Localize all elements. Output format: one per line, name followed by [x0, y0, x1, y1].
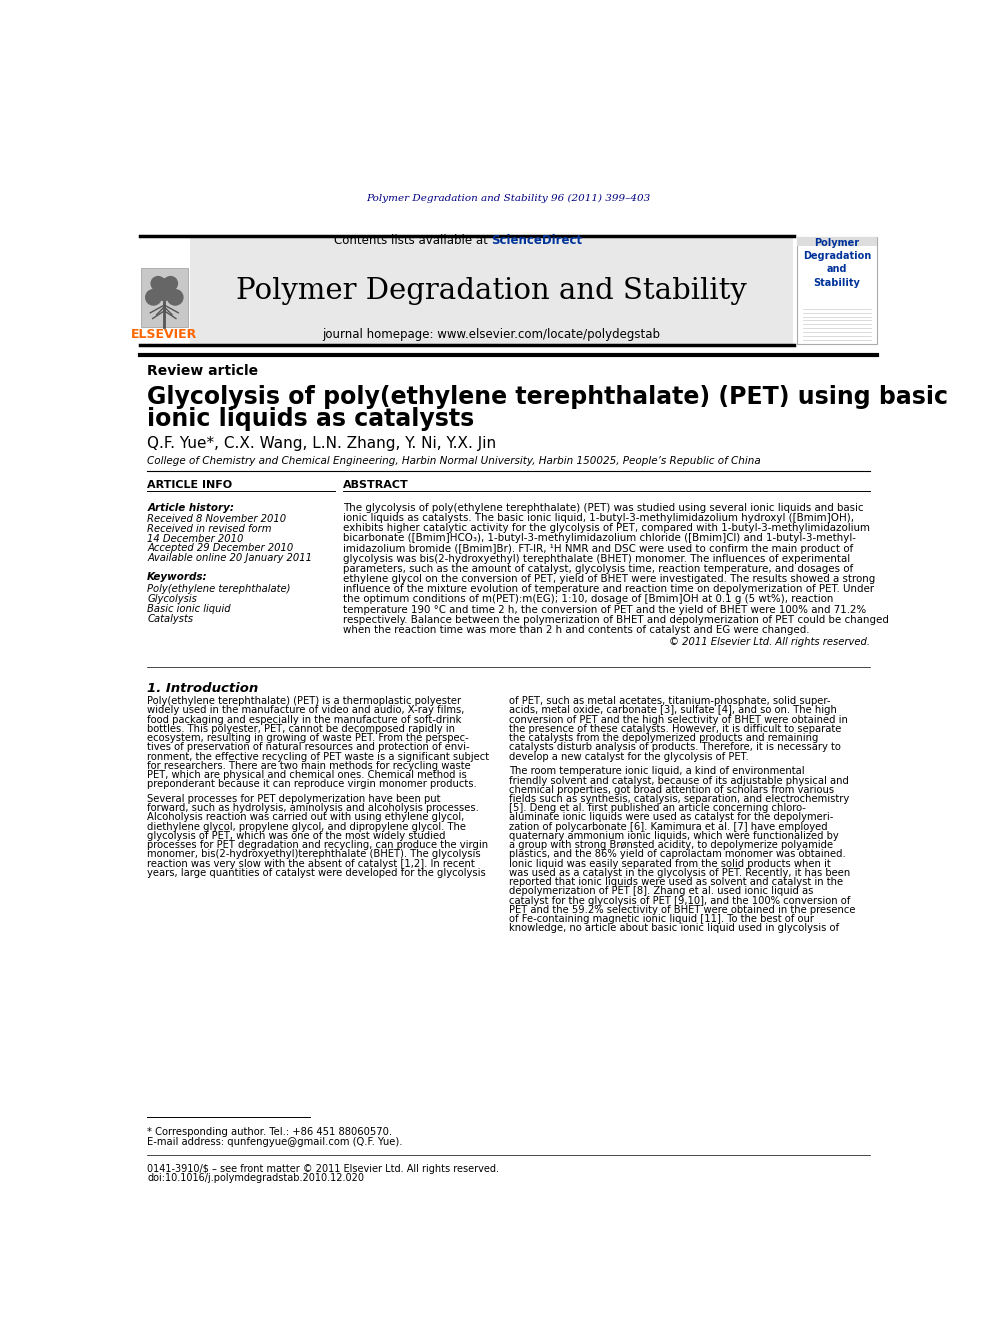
Text: for researchers. There are two main methods for recycling waste: for researchers. There are two main meth… [147, 761, 471, 771]
Text: of Fe-containing magnetic ionic liquid [11]. To the best of our: of Fe-containing magnetic ionic liquid [… [509, 914, 814, 925]
Text: preponderant because it can reproduce virgin monomer products.: preponderant because it can reproduce vi… [147, 779, 477, 790]
Text: monomer, bis(2-hydroxyethyl)terephthalate (BHET). The glycolysis: monomer, bis(2-hydroxyethyl)terephthalat… [147, 849, 481, 860]
Text: diethylene glycol, propylene glycol, and dipropylene glycol. The: diethylene glycol, propylene glycol, and… [147, 822, 466, 832]
Text: a group with strong Brønsted acidity, to depolymerize polyamide: a group with strong Brønsted acidity, to… [509, 840, 833, 851]
Text: aluminate ionic liquids were used as catalyst for the depolymeri-: aluminate ionic liquids were used as cat… [509, 812, 833, 823]
Text: * Corresponding author. Tel.: +86 451 88060570.: * Corresponding author. Tel.: +86 451 88… [147, 1127, 393, 1138]
Text: Accepted 29 December 2010: Accepted 29 December 2010 [147, 544, 294, 553]
Text: exhibits higher catalytic activity for the glycolysis of PET, compared with 1-bu: exhibits higher catalytic activity for t… [342, 524, 870, 533]
Text: Review article: Review article [147, 364, 258, 378]
Text: ScienceDirect: ScienceDirect [491, 234, 582, 246]
Text: conversion of PET and the high selectivity of BHET were obtained in: conversion of PET and the high selectivi… [509, 714, 848, 725]
Text: ABSTRACT: ABSTRACT [342, 480, 409, 491]
Text: Alcoholysis reaction was carried out with using ethylene glycol,: Alcoholysis reaction was carried out wit… [147, 812, 464, 823]
Text: Glycolysis: Glycolysis [147, 594, 197, 603]
Text: ionic liquids as catalysts. The basic ionic liquid, 1-butyl-3-methylimidazolium : ionic liquids as catalysts. The basic io… [342, 513, 853, 523]
Text: Catalysts: Catalysts [147, 614, 193, 624]
Text: The room temperature ionic liquid, a kind of environmental: The room temperature ionic liquid, a kin… [509, 766, 805, 777]
Text: Poly(ethylene terephthalate): Poly(ethylene terephthalate) [147, 583, 291, 594]
Text: acids, metal oxide, carbonate [3], sulfate [4], and so on. The high: acids, metal oxide, carbonate [3], sulfa… [509, 705, 837, 716]
Text: the optimum conditions of m(PET):m(EG); 1:10, dosage of [Bmim]OH at 0.1 g (5 wt%: the optimum conditions of m(PET):m(EG); … [342, 594, 833, 605]
Text: ronment, the effective recycling of PET waste is a significant subject: ronment, the effective recycling of PET … [147, 751, 489, 762]
Text: Contents lists available at: Contents lists available at [333, 234, 491, 246]
Text: Received in revised form: Received in revised form [147, 524, 272, 534]
Text: Polymer Degradation and Stability: Polymer Degradation and Stability [236, 278, 747, 306]
Text: parameters, such as the amount of catalyst, glycolysis time, reaction temperatur: parameters, such as the amount of cataly… [342, 564, 853, 574]
Text: Available online 20 January 2011: Available online 20 January 2011 [147, 553, 312, 564]
Text: catalyst for the glycolysis of PET [9,10], and the 100% conversion of: catalyst for the glycolysis of PET [9,10… [509, 896, 850, 906]
Text: reported that ionic liquids were used as solvent and catalyst in the: reported that ionic liquids were used as… [509, 877, 843, 888]
Text: the catalysts from the depolymerized products and remaining: the catalysts from the depolymerized pro… [509, 733, 818, 744]
Text: Basic ionic liquid: Basic ionic liquid [147, 603, 231, 614]
Text: bottles. This polyester, PET, cannot be decomposed rapidly in: bottles. This polyester, PET, cannot be … [147, 724, 455, 734]
Text: ecosystem, resulting in growing of waste PET. From the perspec-: ecosystem, resulting in growing of waste… [147, 733, 469, 744]
Text: chemical properties, got broad attention of scholars from various: chemical properties, got broad attention… [509, 785, 834, 795]
FancyBboxPatch shape [140, 237, 189, 343]
Text: Polymer Degradation and Stability 96 (2011) 399–403: Polymer Degradation and Stability 96 (20… [366, 194, 651, 204]
Text: catalysts disturb analysis of products. Therefore, it is necessary to: catalysts disturb analysis of products. … [509, 742, 841, 753]
Text: zation of polycarbonate [6]. Kamimura et al. [7] have employed: zation of polycarbonate [6]. Kamimura et… [509, 822, 827, 832]
Text: 0141-3910/$ – see front matter © 2011 Elsevier Ltd. All rights reserved.: 0141-3910/$ – see front matter © 2011 El… [147, 1164, 499, 1174]
Text: forward, such as hydrolysis, aminolysis and alcoholysis processes.: forward, such as hydrolysis, aminolysis … [147, 803, 479, 814]
Text: Polymer
Degradation
and
Stability: Polymer Degradation and Stability [803, 238, 871, 287]
Text: the presence of these catalysts. However, it is difficult to separate: the presence of these catalysts. However… [509, 724, 841, 734]
Text: friendly solvent and catalyst, because of its adjustable physical and: friendly solvent and catalyst, because o… [509, 775, 849, 786]
Text: was used as a catalyst in the glycolysis of PET. Recently, it has been: was used as a catalyst in the glycolysis… [509, 868, 850, 878]
Text: processes for PET degradation and recycling, can produce the virgin: processes for PET degradation and recycl… [147, 840, 488, 851]
Text: 1. Introduction: 1. Introduction [147, 683, 259, 696]
Text: © 2011 Elsevier Ltd. All rights reserved.: © 2011 Elsevier Ltd. All rights reserved… [669, 638, 870, 647]
Text: Keywords:: Keywords: [147, 573, 208, 582]
Text: years, large quantities of catalyst were developed for the glycolysis: years, large quantities of catalyst were… [147, 868, 486, 878]
Text: develop a new catalyst for the glycolysis of PET.: develop a new catalyst for the glycolysi… [509, 751, 749, 762]
Text: [5]. Deng et al. first published an article concerning chloro-: [5]. Deng et al. first published an arti… [509, 803, 806, 814]
Text: ethylene glycol on the conversion of PET, yield of BHET were investigated. The r: ethylene glycol on the conversion of PET… [342, 574, 875, 583]
FancyBboxPatch shape [797, 237, 877, 246]
Text: fields such as synthesis, catalysis, separation, and electrochemistry: fields such as synthesis, catalysis, sep… [509, 794, 849, 804]
Text: tives of preservation of natural resources and protection of envi-: tives of preservation of natural resourc… [147, 742, 470, 753]
Circle shape [151, 277, 165, 291]
Text: ELSEVIER: ELSEVIER [131, 328, 197, 341]
Circle shape [164, 277, 178, 291]
Circle shape [168, 290, 183, 306]
Text: respectively. Balance between the polymerization of BHET and depolymerization of: respectively. Balance between the polyme… [342, 615, 889, 624]
Text: food packaging and especially in the manufacture of soft-drink: food packaging and especially in the man… [147, 714, 461, 725]
Text: E-mail address: qunfengyue@gmail.com (Q.F. Yue).: E-mail address: qunfengyue@gmail.com (Q.… [147, 1138, 403, 1147]
Text: Ionic liquid was easily separated from the solid products when it: Ionic liquid was easily separated from t… [509, 859, 831, 869]
Text: imidazolium bromide ([Bmim]Br). FT-IR, ¹H NMR and DSC were used to confirm the m: imidazolium bromide ([Bmim]Br). FT-IR, ¹… [342, 544, 853, 553]
Text: glycolysis was bis(2-hydroxyethyl) terephthalate (BHET) monomer. The influences : glycolysis was bis(2-hydroxyethyl) terep… [342, 554, 850, 564]
Text: quaternary ammonium ionic liquids, which were functionalized by: quaternary ammonium ionic liquids, which… [509, 831, 839, 841]
Text: The glycolysis of poly(ethylene terephthalate) (PET) was studied using several i: The glycolysis of poly(ethylene terephth… [342, 503, 863, 513]
Text: reaction was very slow with the absent of catalyst [1,2]. In recent: reaction was very slow with the absent o… [147, 859, 475, 869]
Text: plastics, and the 86% yield of caprolactam monomer was obtained.: plastics, and the 86% yield of caprolact… [509, 849, 846, 860]
Circle shape [146, 290, 161, 306]
Text: when the reaction time was more than 2 h and contents of catalyst and EG were ch: when the reaction time was more than 2 h… [342, 624, 809, 635]
FancyBboxPatch shape [141, 269, 188, 327]
Text: depolymerization of PET [8]. Zhang et al. used ionic liquid as: depolymerization of PET [8]. Zhang et al… [509, 886, 813, 897]
Text: ARTICLE INFO: ARTICLE INFO [147, 480, 232, 491]
Text: widely used in the manufacture of video and audio, X-ray films,: widely used in the manufacture of video … [147, 705, 464, 716]
FancyBboxPatch shape [189, 237, 793, 344]
Text: College of Chemistry and Chemical Engineering, Harbin Normal University, Harbin : College of Chemistry and Chemical Engine… [147, 455, 761, 466]
Text: Received 8 November 2010: Received 8 November 2010 [147, 515, 287, 524]
Circle shape [154, 279, 176, 300]
Text: ionic liquids as catalysts: ionic liquids as catalysts [147, 407, 474, 431]
Text: Article history:: Article history: [147, 503, 234, 513]
Text: influence of the mixture evolution of temperature and reaction time on depolymer: influence of the mixture evolution of te… [342, 585, 874, 594]
Text: knowledge, no article about basic ionic liquid used in glycolysis of: knowledge, no article about basic ionic … [509, 923, 839, 933]
Text: of PET, such as metal acetates, titanium-phosphate, solid super-: of PET, such as metal acetates, titanium… [509, 696, 830, 706]
FancyBboxPatch shape [797, 237, 877, 344]
Text: 14 December 2010: 14 December 2010 [147, 533, 244, 544]
Text: glycolysis of PET, which was one of the most widely studied: glycolysis of PET, which was one of the … [147, 831, 445, 841]
Text: PET, which are physical and chemical ones. Chemical method is: PET, which are physical and chemical one… [147, 770, 467, 781]
Text: Q.F. Yue*, C.X. Wang, L.N. Zhang, Y. Ni, Y.X. Jin: Q.F. Yue*, C.X. Wang, L.N. Zhang, Y. Ni,… [147, 437, 496, 451]
Text: Glycolysis of poly(ethylene terephthalate) (PET) using basic: Glycolysis of poly(ethylene terephthalat… [147, 385, 948, 409]
Text: bicarbonate ([Bmim]HCO₃), 1-butyl-3-methylimidazolium chloride ([Bmim]Cl) and 1-: bicarbonate ([Bmim]HCO₃), 1-butyl-3-meth… [342, 533, 855, 544]
Text: Poly(ethylene terephthalate) (PET) is a thermoplastic polyester: Poly(ethylene terephthalate) (PET) is a … [147, 696, 461, 706]
Text: journal homepage: www.elsevier.com/locate/polydegstab: journal homepage: www.elsevier.com/locat… [322, 328, 661, 341]
Text: doi:10.1016/j.polymdegradstab.2010.12.020: doi:10.1016/j.polymdegradstab.2010.12.02… [147, 1174, 364, 1183]
Text: Several processes for PET depolymerization have been put: Several processes for PET depolymerizati… [147, 794, 440, 804]
Text: PET and the 59.2% selectivity of BHET were obtained in the presence: PET and the 59.2% selectivity of BHET we… [509, 905, 856, 916]
Text: temperature 190 °C and time 2 h, the conversion of PET and the yield of BHET wer: temperature 190 °C and time 2 h, the con… [342, 605, 866, 615]
